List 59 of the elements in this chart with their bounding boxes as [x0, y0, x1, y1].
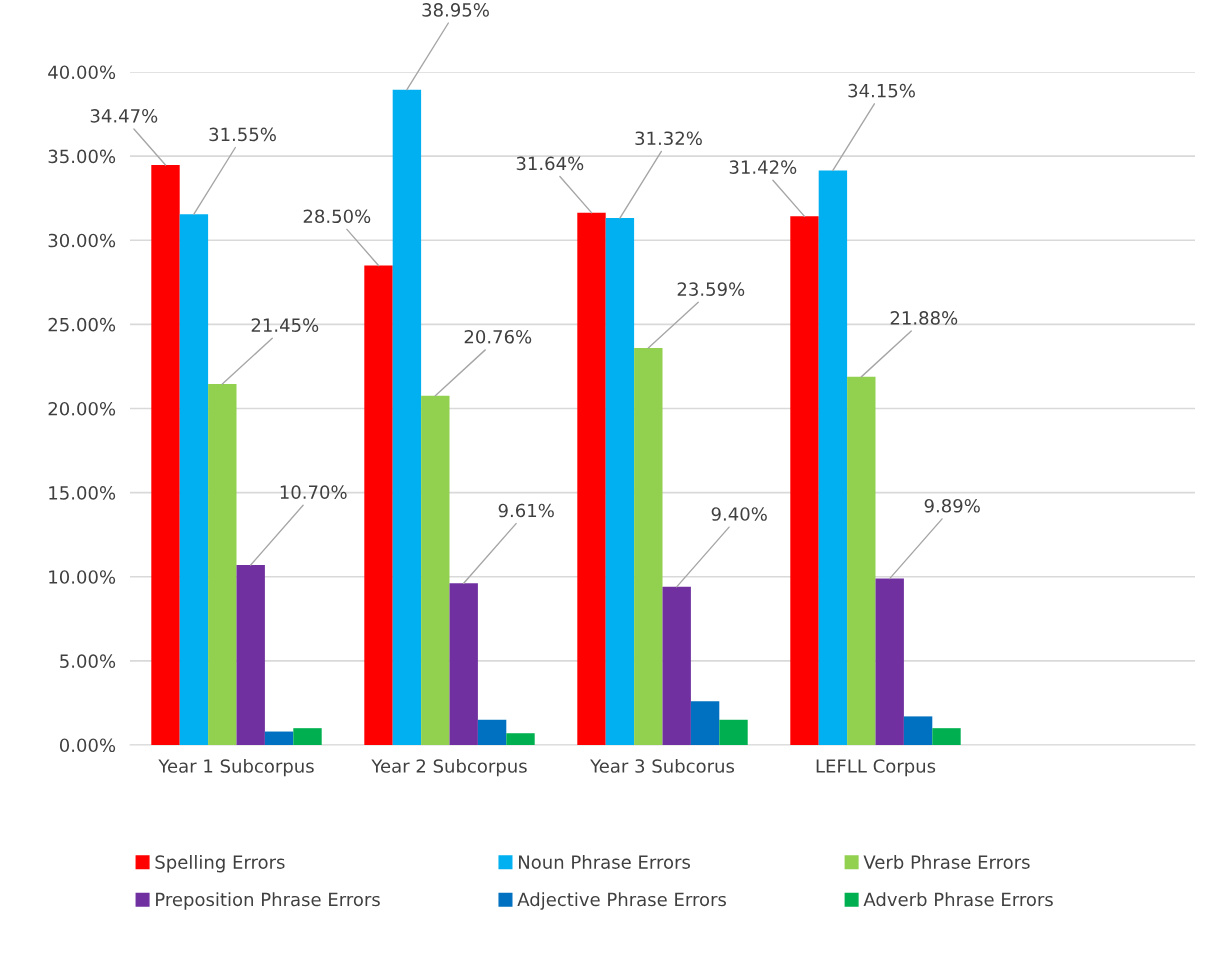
y-tick-label: 10.00%: [49, 570, 116, 584]
legend-label: Preposition Phrase Errors: [156, 892, 380, 910]
data-label: 28.50%: [303, 209, 371, 224]
x-tick-label: Year 3 Subcorus: [590, 758, 735, 773]
bar: [392, 89, 422, 745]
x-tick-label: Year 1 Subcorpus: [158, 758, 314, 777]
bar: [662, 586, 691, 745]
bar: [605, 218, 635, 745]
y-tick-label: 35.00%: [48, 149, 116, 164]
bar: [690, 701, 720, 745]
bar: [208, 384, 237, 745]
bar: [151, 165, 180, 745]
x-tick-label: Year 2 Subcorpus: [371, 758, 527, 777]
bar: [932, 728, 961, 745]
bar: [875, 578, 904, 745]
bar: [236, 564, 265, 745]
y-tick-label: 20.00%: [48, 401, 116, 416]
bar: [818, 170, 848, 745]
y-tick-label: 40.00%: [48, 65, 116, 80]
bar: [449, 583, 478, 745]
legend-label: Adverb Phrase Errors: [863, 892, 1053, 907]
data-label: 9.40%: [711, 507, 767, 521]
legend-label: Verb Phrase Errors: [863, 854, 1030, 869]
legend-label: Spelling Errors: [155, 854, 285, 873]
bar: [577, 212, 606, 745]
data-label: 31.64%: [516, 156, 584, 171]
bar: [719, 719, 748, 745]
data-label: 34.47%: [90, 109, 158, 123]
bar: [179, 214, 209, 745]
legend-label: Noun Phrase Errors: [518, 854, 690, 869]
bar: [506, 733, 535, 745]
legend-label: Adjective Phrase Errors: [517, 892, 726, 910]
x-tick-label: LEFLL Corpus: [816, 759, 936, 777]
data-label: 31.32%: [635, 131, 702, 146]
y-tick-label: 0.00%: [59, 738, 116, 753]
y-tick-label: 30.00%: [48, 233, 116, 248]
bar: [790, 216, 819, 745]
bar: [421, 395, 450, 745]
data-label: 38.95%: [422, 3, 489, 17]
bar: [634, 348, 663, 745]
data-label: 31.42%: [729, 160, 797, 174]
bar: [847, 376, 876, 745]
bar: [364, 265, 393, 745]
y-tick-label: 5.00%: [60, 654, 116, 668]
data-label: 34.15%: [848, 83, 915, 98]
y-tick-label: 25.00%: [48, 317, 116, 332]
data-label: 9.89%: [924, 498, 980, 513]
bar: [903, 716, 933, 745]
y-tick-label: 15.00%: [49, 486, 116, 500]
data-label: 23.59%: [677, 282, 745, 296]
bar: [293, 728, 322, 745]
bar: [477, 719, 507, 745]
data-label: 31.55%: [209, 127, 276, 142]
data-label: 20.76%: [464, 329, 532, 344]
data-label: 10.70%: [280, 485, 347, 499]
data-label: 9.61%: [498, 503, 554, 518]
data-label: 21.88%: [890, 311, 958, 325]
data-label: 21.45%: [251, 318, 319, 332]
bar: [264, 731, 294, 745]
